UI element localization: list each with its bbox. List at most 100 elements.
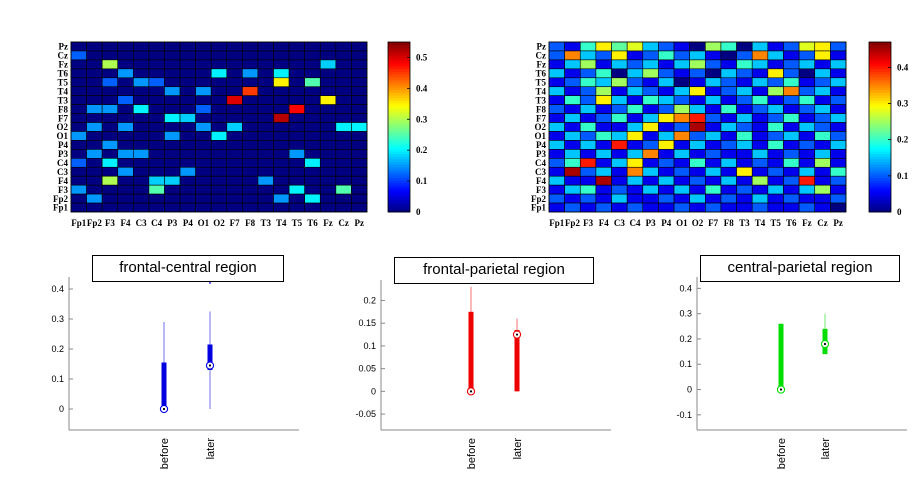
heatmap-before-cell [195, 68, 212, 79]
heatmap-later-cell [783, 113, 800, 123]
heatmap-later-cell [736, 104, 753, 114]
heatmap-later-cell [689, 131, 706, 141]
heatmap-later-cell [783, 131, 800, 141]
heatmap-before-cell [164, 113, 181, 123]
heatmap-later-cell [658, 95, 675, 105]
colorbar-later-step [869, 121, 891, 125]
heatmap-before-cell [226, 50, 243, 61]
heatmap-before-cell [304, 149, 321, 159]
heatmap-before-cell [319, 77, 337, 88]
heatmap-before-cell [226, 77, 243, 88]
colorbar-before-step [388, 65, 410, 69]
heatmap-later-cell [830, 59, 847, 70]
boxplot-frontal-parietal-category-label: before [466, 438, 478, 469]
heatmap-before-cell [210, 175, 228, 186]
boxplot-frontal-central-category-label: before [159, 438, 171, 469]
heatmap-before-cell [179, 41, 196, 52]
heatmap-before-cell [257, 193, 274, 204]
heatmap-later-cell [830, 95, 847, 105]
heatmap-later-cell [673, 193, 690, 204]
heatmap-before-cell [86, 86, 103, 96]
heatmap-before-cell [319, 149, 337, 159]
heatmap-before-cell [288, 59, 305, 70]
heatmap-later-cell [548, 175, 565, 186]
heatmap-later-cell [548, 95, 565, 105]
heatmap-before-cell [242, 122, 259, 132]
boxplot-frontal-parietal-before-median-dot [469, 390, 473, 393]
heatmap-later-cell [783, 95, 800, 105]
heatmap-later-cell [814, 140, 831, 150]
colorbar-later-step [869, 47, 891, 51]
heatmap-before-cell [117, 193, 134, 204]
heatmap-before-col-label: F8 [245, 218, 255, 228]
heatmap-later-cell [736, 77, 753, 88]
heatmap-later-row-label: O2 [534, 122, 546, 132]
heatmap-before-cell [86, 158, 103, 168]
heatmap-later-row-label: P3 [536, 149, 546, 159]
heatmap-later-cell [611, 59, 628, 70]
heatmap-later-cell [705, 131, 722, 141]
heatmap-later-cell [579, 77, 597, 88]
heatmap-before-col-label: P4 [183, 218, 193, 228]
colorbar-later-step [869, 161, 891, 165]
heatmap-before-cell [133, 86, 150, 96]
heatmap-later-cell [595, 202, 612, 213]
heatmap-later-cell [673, 158, 690, 168]
heatmap-before-cell [226, 202, 243, 213]
heatmap-before-row-label: P3 [58, 149, 68, 159]
heatmap-later-cell [705, 122, 722, 132]
heatmap-later-cell [564, 41, 581, 52]
colorbar-before-step [388, 169, 410, 173]
heatmap-later-cell [751, 68, 769, 79]
heatmap-later-cell [720, 59, 737, 70]
heatmap-later-cell [783, 149, 800, 159]
heatmap-before-cell [335, 95, 352, 105]
heatmap-later-cell [673, 68, 690, 79]
heatmap-later-cell [830, 50, 847, 61]
boxplot-frontal-parietal-tick-label: 0 [371, 386, 376, 396]
heatmap-later-cell [736, 166, 753, 177]
colorbar-later-step [869, 153, 891, 157]
colorbar-later-step [869, 169, 891, 173]
heatmap-before-cell [257, 95, 274, 105]
heatmap-before-cell [226, 122, 243, 132]
heatmap-later-col-label: T3 [739, 218, 750, 228]
colorbar-later-step [869, 103, 891, 107]
heatmap-later-cell [783, 166, 800, 177]
heatmap-later-cell [626, 131, 644, 141]
heatmap-later-cell [626, 202, 644, 213]
heatmap-before-row-label: C4 [57, 158, 68, 168]
heatmap-before-cell [86, 193, 103, 204]
heatmap-before-cell [86, 175, 103, 186]
heatmap-later-cell [798, 50, 816, 61]
heatmap-before-cell [304, 77, 321, 88]
heatmap-later-cell [705, 68, 722, 79]
heatmap-later-cell [798, 166, 816, 177]
heatmap-before-col-label: O1 [198, 218, 210, 228]
heatmap-later-cell [673, 175, 690, 186]
heatmap-before-cell [164, 184, 181, 195]
heatmap-later-row-label: O1 [534, 131, 546, 141]
colorbar-before-step [388, 177, 410, 181]
heatmap-before-cell [133, 68, 150, 79]
heatmap-later-cell [783, 41, 800, 52]
heatmap-later-cell [611, 41, 628, 52]
heatmap-later-cell [814, 184, 831, 195]
heatmap-later-cell [548, 68, 565, 79]
heatmap-before-cell [210, 202, 228, 213]
heatmap-before-cell [319, 104, 337, 114]
heatmap-later-cell [720, 113, 737, 123]
colorbar-later-step [869, 164, 891, 168]
heatmap-later-cell [736, 131, 753, 141]
heatmap-before-cell [319, 95, 337, 105]
heatmap-before-cell [179, 193, 196, 204]
heatmap-before-cell [148, 158, 165, 168]
heatmap-later-cell [783, 184, 800, 195]
heatmap-before-cell [179, 149, 196, 159]
heatmap-before-cell [226, 41, 243, 52]
heatmap-before-cell [351, 77, 368, 88]
colorbar-later-step [869, 127, 891, 131]
boxplot-frontal-central-tick-label: 0.3 [51, 314, 64, 324]
heatmap-before-cell [179, 68, 196, 79]
heatmap-before-cell [148, 77, 165, 88]
